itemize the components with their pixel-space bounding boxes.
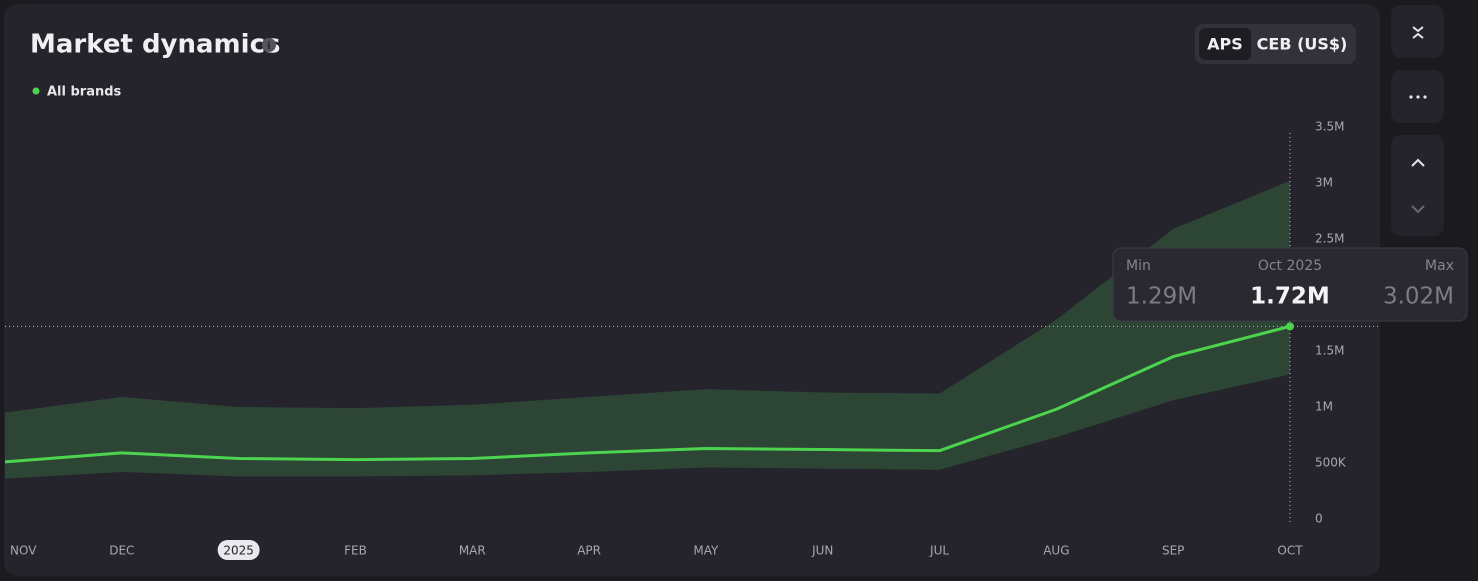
tooltip-min-value: 1.29M (1126, 284, 1197, 310)
x-tick-label: JUN (811, 544, 833, 558)
tooltip-box (1112, 247, 1468, 322)
x-tick-label: MAR (459, 544, 486, 558)
tooltip: Min Oct 2025 Max 1.29M 1.72M 3.02M (1112, 247, 1468, 322)
legend-dot (32, 87, 40, 95)
highlight-point (1286, 322, 1294, 331)
x-tick-label: APR (577, 544, 601, 558)
more-icon (1409, 95, 1427, 99)
y-tick-label: 1.5M (1315, 344, 1344, 358)
range-band (5, 180, 1290, 479)
x-tick-label: 2025 (223, 544, 254, 558)
y-tick-label: 3.5M (1315, 120, 1344, 134)
up-button[interactable] (1411, 158, 1425, 167)
info-icon[interactable] (262, 38, 276, 52)
chart-title: Market dynamics (30, 30, 280, 60)
x-tick-label: SEP (1162, 544, 1184, 558)
tooltip-date: Oct 2025 (1258, 258, 1322, 274)
tooltip-min-label: Min (1126, 258, 1151, 274)
toggle-option[interactable]: APS (1207, 35, 1243, 54)
info-icon-glyph: i (267, 41, 270, 52)
x-tick-label: JUL (929, 544, 949, 558)
x-tick-highlight (217, 540, 260, 560)
series-line (4, 324, 1291, 464)
y-tick-label: 0 (1315, 512, 1323, 526)
down-button[interactable] (1411, 205, 1425, 214)
nav-buttons (1391, 135, 1444, 236)
y-tick-label: 3M (1315, 176, 1333, 190)
toggle-active[interactable] (1199, 28, 1251, 60)
y-tick-label: 1M (1315, 400, 1333, 414)
tooltip-max-label: Max (1425, 258, 1454, 274)
x-tick-label: NOV (10, 544, 37, 558)
x-tick-label: MAY (693, 544, 719, 558)
tooltip-value: 1.72M (1250, 284, 1330, 310)
legend-label: All brands (47, 85, 122, 100)
x-tick-label: DEC (109, 544, 134, 558)
toggle-option[interactable]: CEB (US$) (1257, 35, 1348, 54)
y-tick-label: 500K (1315, 456, 1347, 470)
collapse-icon (1412, 26, 1424, 39)
x-tick-label: FEB (344, 544, 367, 558)
x-tick-label: AUG (1043, 544, 1069, 558)
y-tick-label: 2.5M (1315, 232, 1344, 246)
x-tick-label: OCT (1277, 544, 1303, 558)
tooltip-max-value: 3.02M (1383, 284, 1454, 310)
